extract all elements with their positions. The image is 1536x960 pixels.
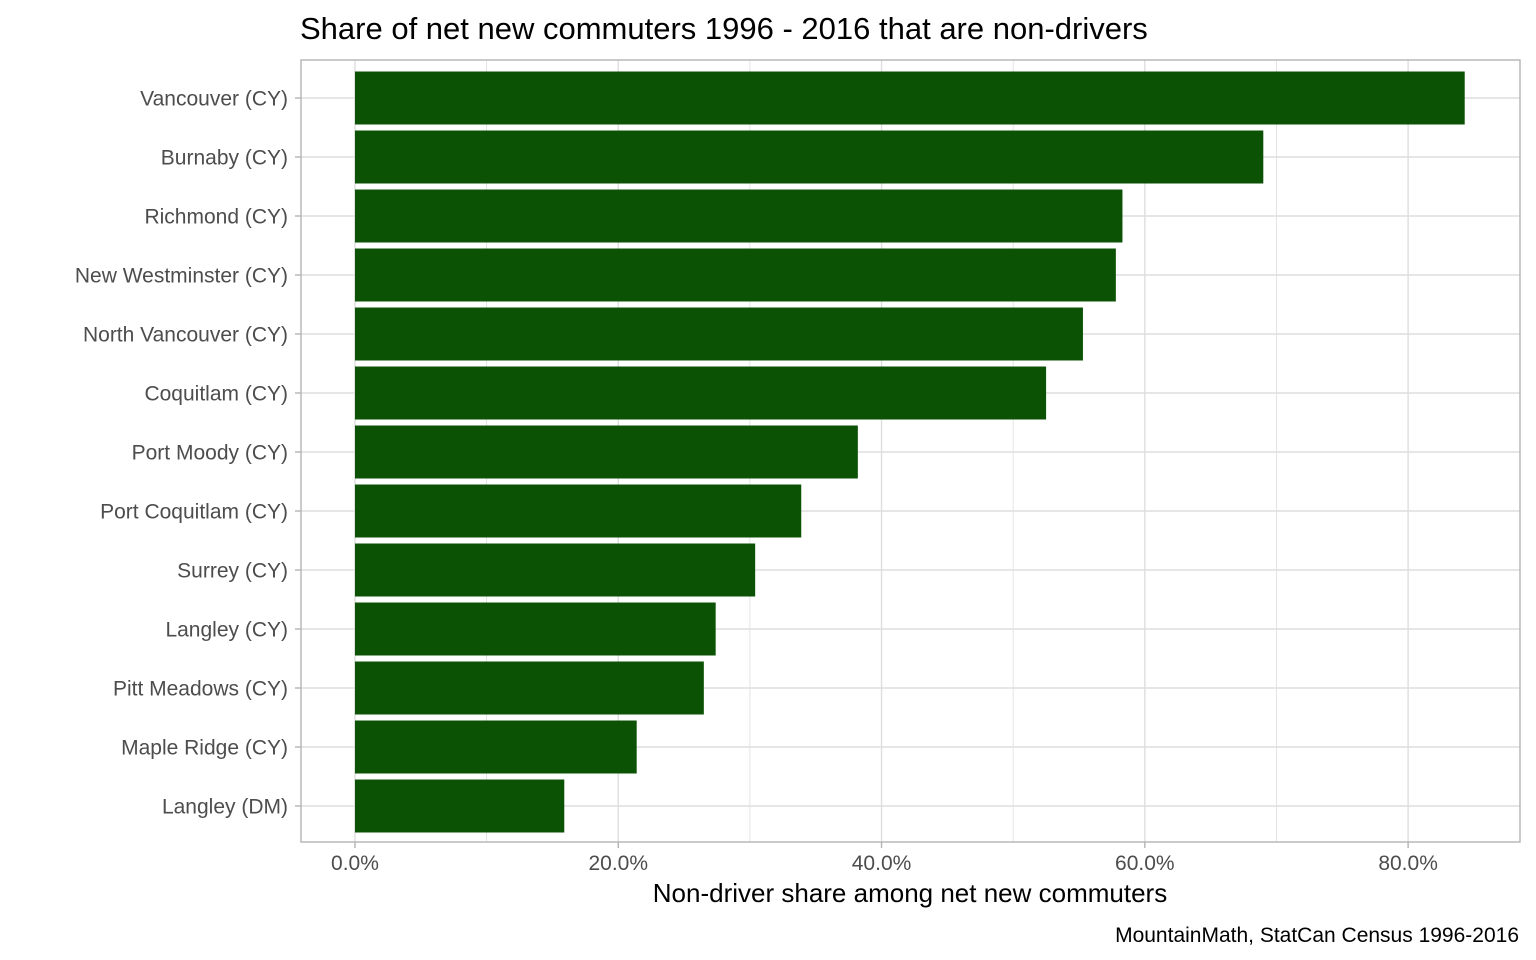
y-tick-label: Burnaby (CY)	[161, 147, 288, 170]
y-tick-label: Pitt Meadows (CY)	[113, 678, 288, 701]
bar	[354, 248, 1116, 302]
y-tick-label: North Vancouver (CY)	[83, 324, 288, 347]
chart-title: Share of net new commuters 1996 - 2016 t…	[300, 11, 1148, 46]
bar	[354, 661, 704, 715]
y-tick-label: Port Coquitlam (CY)	[100, 501, 288, 524]
panel-border	[300, 59, 1521, 843]
bar	[354, 307, 1083, 361]
x-axis-title: Non-driver share among net new commuters	[653, 878, 1167, 908]
y-tick-label: Maple Ridge (CY)	[121, 737, 288, 760]
bars	[354, 71, 1465, 833]
x-tick-label: 40.0%	[852, 852, 912, 875]
bar	[354, 189, 1123, 243]
bar	[354, 779, 565, 833]
y-axis: Vancouver (CY) Burnaby (CY) Richmond (CY) N…	[75, 88, 301, 819]
chart-caption: MountainMath, StatCan Census 1996-2016	[1115, 924, 1519, 947]
y-tick-label: Richmond (CY)	[144, 206, 288, 229]
x-axis: 0.0% 20.0% 40.0% 60.0% 80.0%	[331, 842, 1438, 875]
bar	[354, 484, 802, 538]
bar	[354, 425, 858, 479]
y-tick-label: Langley (CY)	[165, 619, 288, 642]
bar	[354, 720, 637, 774]
x-tick-label: 80.0%	[1378, 852, 1438, 875]
bar	[354, 602, 716, 656]
y-tick-label: New Westminster (CY)	[75, 265, 288, 288]
y-tick-label: Coquitlam (CY)	[144, 383, 288, 406]
y-tick-label: Surrey (CY)	[177, 560, 288, 583]
x-tick-label: 0.0%	[331, 852, 379, 875]
x-tick-label: 60.0%	[1115, 852, 1175, 875]
bar	[354, 543, 756, 597]
x-tick-label: 20.0%	[588, 852, 648, 875]
bar	[354, 71, 1465, 125]
bar	[354, 366, 1047, 420]
y-tick-label: Langley (DM)	[162, 796, 288, 819]
y-tick-label: Vancouver (CY)	[140, 88, 288, 111]
bar	[354, 130, 1264, 184]
y-tick-label: Port Moody (CY)	[132, 442, 288, 465]
